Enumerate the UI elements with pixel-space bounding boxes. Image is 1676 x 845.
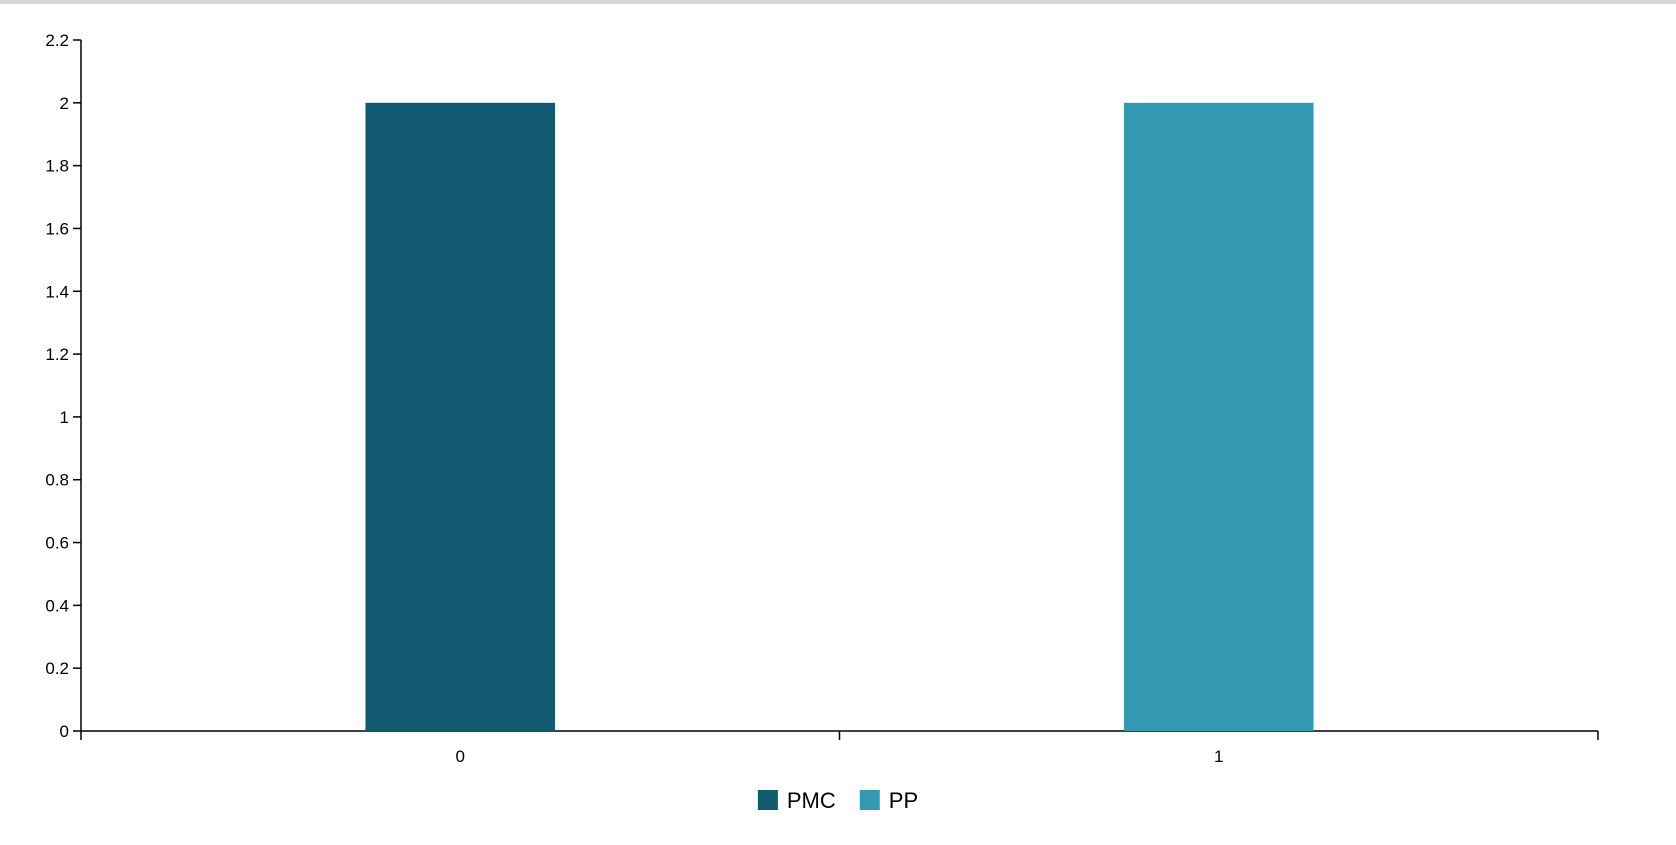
y-tick-label: 1.6 [45,219,69,238]
y-tick-label: 2.2 [45,31,69,50]
y-tick-label: 1.2 [45,345,69,364]
y-tick-label: 1.4 [45,282,69,301]
y-tick-label: 1 [60,408,69,427]
y-axis: 0 0.2 0.4 0.6 0.8 1 1.2 1.4 1.6 1.8 2 2.2 [45,31,82,741]
x-tick-label: 1 [1214,747,1223,766]
y-tick-label: 0.6 [45,534,69,553]
y-tick-label: 0.2 [45,659,69,678]
legend: PMC PP [757,788,918,813]
y-tick-label: 0 [60,722,69,741]
legend-swatch-pmc [757,790,778,810]
bar-pp [1123,102,1314,732]
y-tick-label: 0.4 [45,596,69,615]
bars [365,102,1314,732]
legend-swatch-pp [859,790,880,810]
y-tick-label: 1.8 [45,157,69,176]
top-border [0,0,1676,4]
y-tick-label: 0.8 [45,471,69,490]
bar-pmc [365,102,556,732]
x-tick-label: 0 [456,747,465,766]
y-tick-label: 2 [60,94,69,113]
legend-label-pp: PP [889,788,918,813]
legend-label-pmc: PMC [787,788,836,813]
